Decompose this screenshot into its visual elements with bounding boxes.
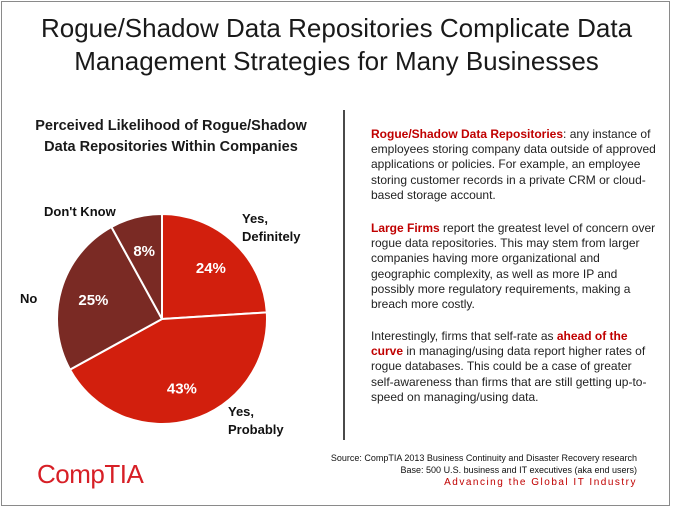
page-title-line-2: Management Strategies for Many Businesse… — [74, 46, 599, 76]
source-line-2: Base: 500 U.S. business and IT executive… — [400, 465, 637, 475]
pie-value-label-2: 25% — [78, 292, 108, 309]
vertical-divider — [343, 110, 345, 440]
page-title-line-1: Rogue/Shadow Data Repositories Complicat… — [40, 13, 633, 43]
pie-slice-2 — [56, 225, 164, 371]
pie-slice-3 — [110, 212, 163, 320]
pie-value-label-1: 43% — [167, 381, 197, 398]
source-note: Source: CompTIA 2013 Business Continuity… — [331, 452, 637, 476]
pie-slice-0 — [161, 212, 268, 321]
large-firms-highlight: Large Firms — [371, 221, 440, 235]
pie-value-label-3: 8% — [133, 243, 155, 260]
definition-highlight: Rogue/Shadow Data Repositories — [371, 127, 564, 141]
ahead-curve-text-before: Interestingly, firms that self-rate as — [371, 329, 557, 343]
pie-slice-1 — [68, 311, 268, 425]
large-firms-paragraph: Large Firms report the greatest level of… — [371, 221, 656, 312]
definition-text: : any instance of employees storing comp… — [371, 127, 656, 202]
pie-category-label-3: Don't Know — [44, 204, 117, 219]
pie-category-label-1: Yes, Probably — [228, 404, 284, 437]
pie-value-label-0: 24% — [196, 260, 226, 277]
definition-paragraph: Rogue/Shadow Data Repositories: any inst… — [371, 127, 656, 203]
chart-title: Perceived Likelihood of Rogue/Shadow Dat… — [10, 116, 332, 158]
source-line-1: Source: CompTIA 2013 Business Continuity… — [330, 453, 637, 463]
ahead-curve-paragraph: Interestingly, firms that self-rate as a… — [371, 329, 656, 405]
chart-title-line-2: Data Repositories Within Companies — [44, 139, 298, 155]
ahead-curve-text-after: in managing/using data report higher rat… — [371, 344, 647, 404]
comptia-logo: CompTIA — [37, 459, 144, 489]
page-title: Rogue/Shadow Data Repositories Complicat… — [0, 12, 673, 78]
ahead-curve-highlight: ahead of the curve — [371, 329, 628, 359]
chart-title-line-1: Perceived Likelihood of Rogue/Shadow — [35, 118, 307, 134]
pie-category-label-0: Yes, Definitely — [242, 211, 301, 244]
tagline: Advancing the Global IT Industry — [444, 477, 637, 488]
large-firms-text: report the greatest level of concern ove… — [371, 221, 656, 312]
pie-category-label-2: No — [20, 291, 37, 306]
